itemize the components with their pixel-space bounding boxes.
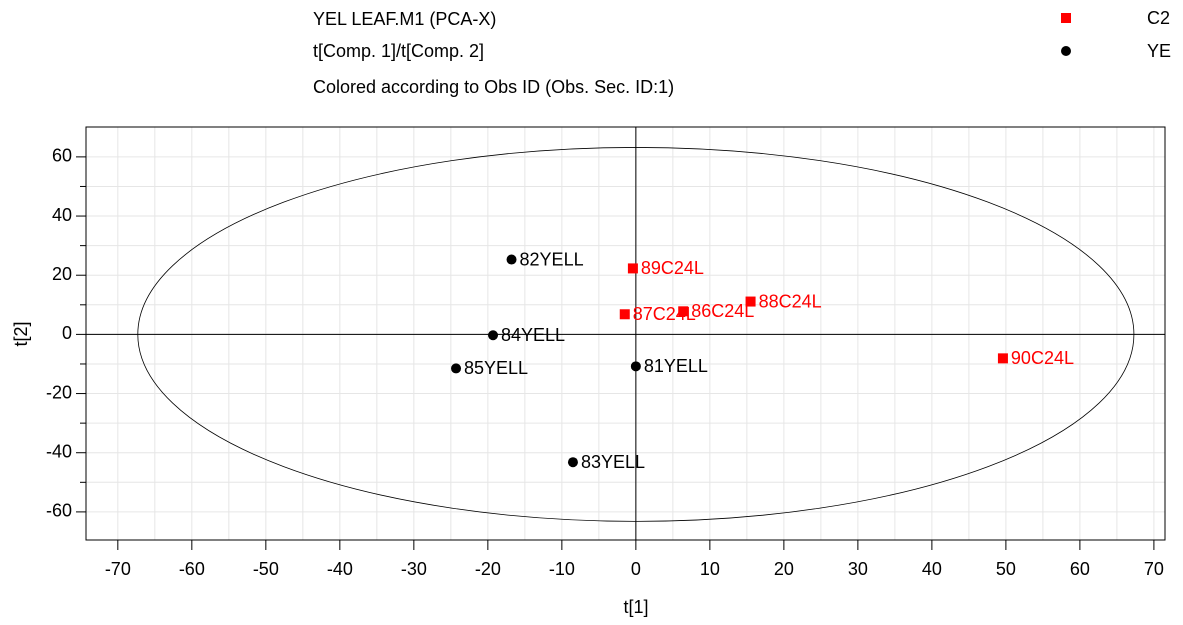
point (567, 457, 578, 468)
point (997, 353, 1008, 364)
x-tick-label: 60 (1070, 559, 1090, 579)
point-label: 90C24L (1011, 348, 1074, 368)
y-tick-label: 60 (52, 146, 72, 166)
point (451, 363, 462, 374)
chart-subtitle: t[Comp. 1]/t[Comp. 2] (313, 41, 484, 61)
y-tick-label: -40 (46, 441, 72, 461)
x-tick-label: -10 (549, 559, 575, 579)
legend-marker (1061, 46, 1071, 56)
point (627, 263, 638, 274)
x-tick-label: 70 (1144, 559, 1164, 579)
x-tick-label: -70 (105, 559, 131, 579)
point-label: 85YELL (464, 358, 528, 378)
x-tick-label: 50 (996, 559, 1016, 579)
x-tick-label: 30 (848, 559, 868, 579)
point-label: 82YELL (520, 249, 584, 269)
y-tick-label: -20 (46, 382, 72, 402)
point (619, 309, 630, 320)
y-tick-label: -60 (46, 501, 72, 521)
y-tick-label: 0 (62, 323, 72, 343)
x-tick-label: -60 (179, 559, 205, 579)
point (745, 296, 756, 307)
point-label: 86C24L (691, 301, 754, 321)
point (488, 330, 499, 341)
plot-frame (85, 126, 1166, 541)
x-tick-label: 20 (774, 559, 794, 579)
chart-subtitle: Colored according to Obs ID (Obs. Sec. I… (313, 77, 674, 97)
chart-title: YEL LEAF.M1 (PCA-X) (313, 9, 496, 29)
legend-label: C2 (1147, 8, 1170, 28)
legend-marker (1061, 13, 1071, 23)
x-tick-label: -50 (253, 559, 279, 579)
point-label: 88C24L (759, 291, 822, 311)
point (630, 361, 641, 372)
x-tick-label: -30 (401, 559, 427, 579)
x-tick-label: 0 (631, 559, 641, 579)
point (678, 306, 689, 317)
x-tick-label: -20 (475, 559, 501, 579)
legend-label: YE (1147, 41, 1171, 61)
point-label: 83YELL (581, 452, 645, 472)
x-tick-label: -40 (327, 559, 353, 579)
confidence-ellipse (137, 147, 1135, 522)
x-tick-label: 10 (700, 559, 720, 579)
x-axis-label: t[1] (623, 597, 648, 617)
y-tick-label: 20 (52, 264, 72, 284)
point-label: 84YELL (501, 325, 565, 345)
point-label: 89C24L (641, 258, 704, 278)
point (506, 254, 517, 265)
point-label: 81YELL (644, 356, 708, 376)
y-tick-label: 40 (52, 205, 72, 225)
y-axis-label: t[2] (11, 321, 31, 346)
x-tick-label: 40 (922, 559, 942, 579)
